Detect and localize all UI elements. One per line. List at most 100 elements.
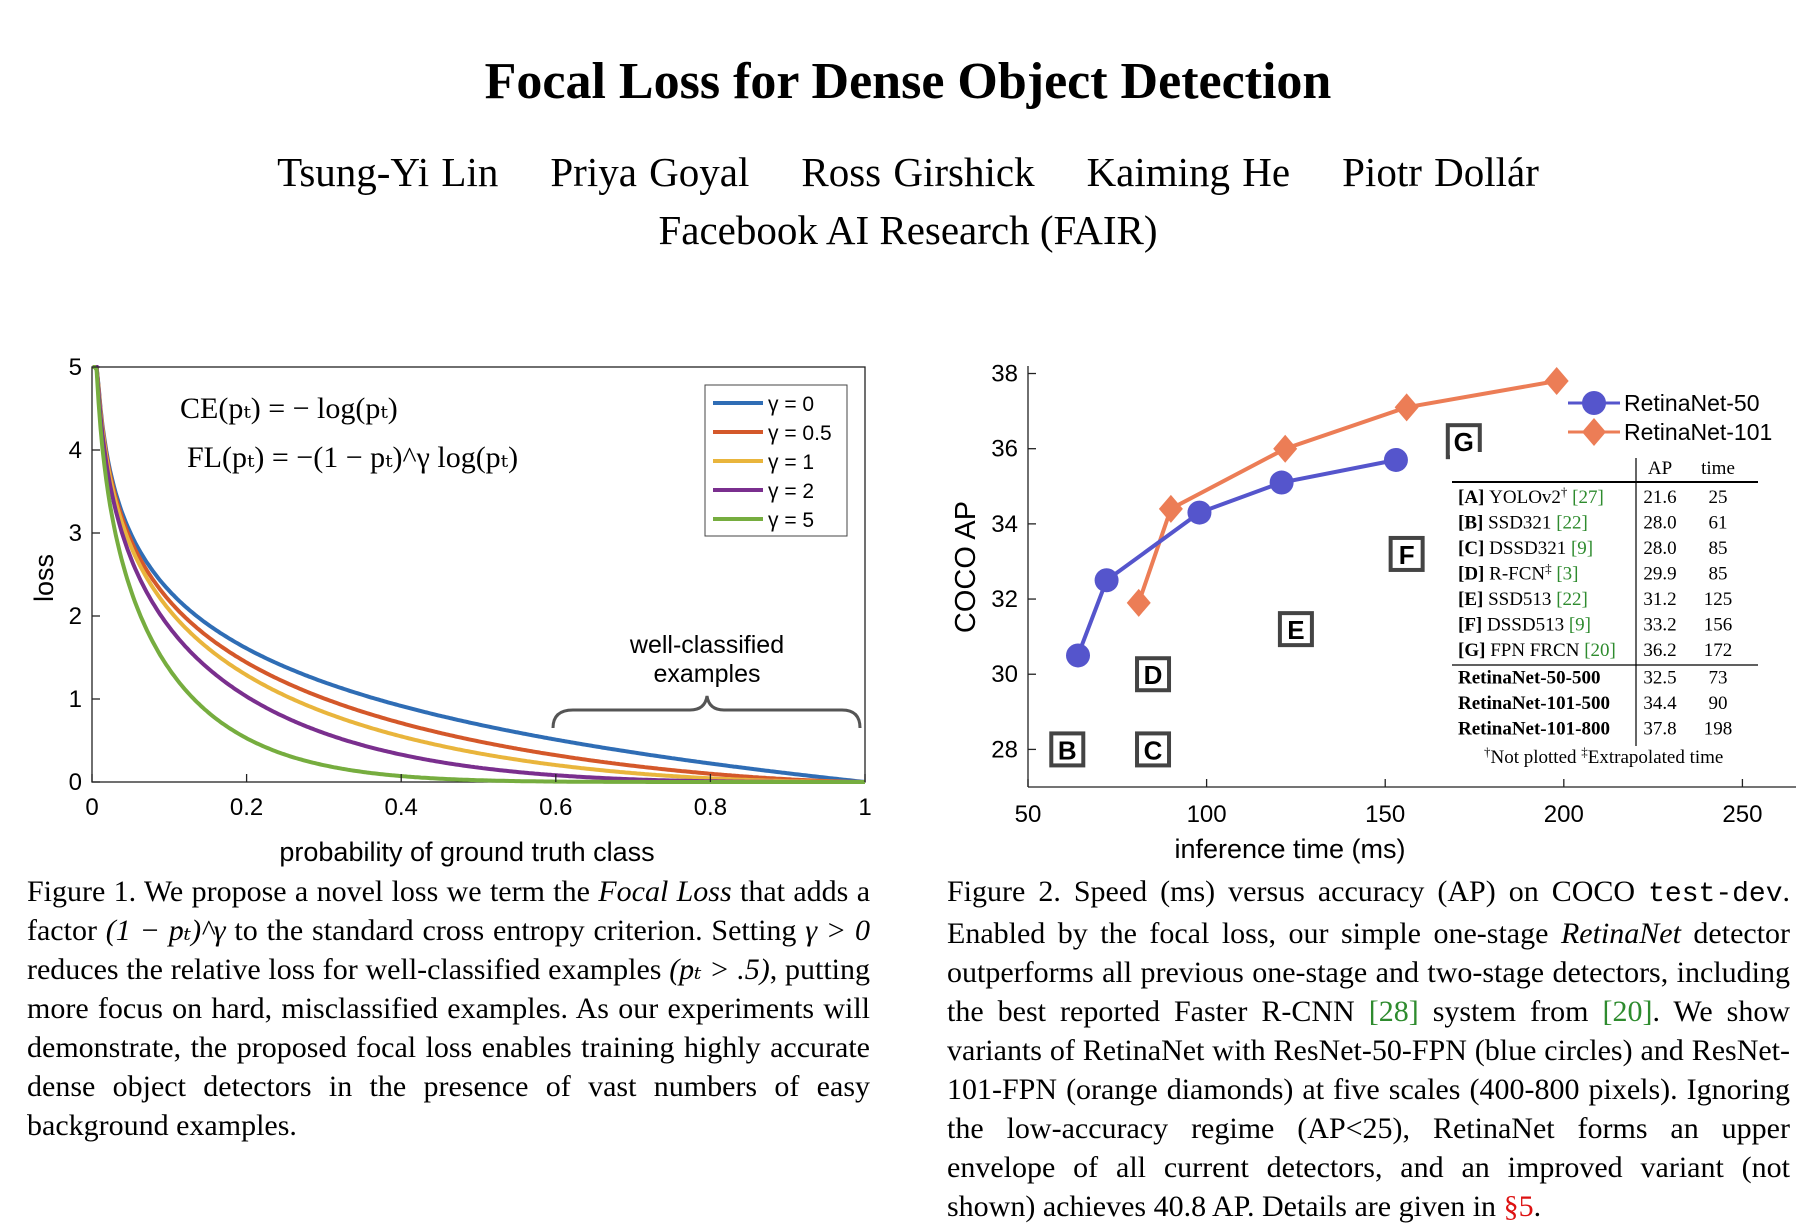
table-row-key: [F]	[1458, 615, 1487, 636]
fig1-x-tick-label: 0.2	[230, 794, 263, 821]
fig2-caption-text: . Enabled by the focal loss, our simple …	[947, 875, 1791, 950]
footnote-text: Extrapolated time	[1588, 747, 1724, 768]
table-row-name: RetinaNet-101-500	[1458, 693, 1610, 714]
table-row-ref: [3]	[1552, 564, 1579, 585]
fig2-y-axis: 28 30 32 34 36 38	[991, 361, 1036, 763]
table-row-label: RetinaNet-101-500	[1458, 693, 1610, 714]
table-row-name: [F] DSSD513 [9]	[1458, 615, 1591, 636]
table-row-label: SSD513	[1488, 589, 1551, 610]
detector-box-C	[1135, 731, 1172, 768]
retinanet-50-line	[1076, 458, 1397, 657]
fig1-caption-math: γ > 0	[805, 914, 871, 947]
author-name: Priya Goyal	[550, 149, 750, 195]
table-row-ap: 32.5	[1643, 668, 1676, 689]
retinanet-50-point	[1269, 470, 1294, 495]
fig2-y-tick-label: 30	[991, 661, 1018, 688]
loss-curve-gamma-4	[92, 365, 865, 784]
table-row-name: [G] FPN FRCN [20]	[1458, 640, 1616, 661]
table-row-name: RetinaNet-101-800	[1458, 719, 1610, 740]
retinanet-50-point	[1094, 568, 1119, 593]
detector-box-label: C	[1144, 735, 1163, 765]
fig1-x-axis-label: probability of ground truth class	[279, 837, 654, 867]
table-row-ref: [20]	[1579, 640, 1615, 661]
fig1-caption-text: reduces the relative loss for well-class…	[27, 953, 662, 986]
table-row-name: [B] SSD321 [22]	[1458, 513, 1588, 534]
table-row-key: [C]	[1458, 538, 1489, 559]
detector-box-B	[1049, 731, 1086, 768]
table-row-ap: 33.2	[1643, 615, 1676, 636]
table-row-ref: [27]	[1567, 487, 1603, 508]
fig1-y-tick-label: 3	[69, 520, 82, 547]
loss-curve-gamma-0	[92, 365, 866, 784]
table-row-ref: [9]	[1564, 615, 1591, 636]
table-row-label: DSSD321	[1489, 538, 1566, 559]
table-header-time: time	[1701, 458, 1735, 479]
table-row-key: [G]	[1458, 640, 1490, 661]
fig1-y-tick-label: 1	[69, 686, 82, 713]
annotation-line2: examples	[654, 660, 761, 688]
fig1-y-axis-label: loss	[29, 554, 59, 602]
fig2-legend: RetinaNet-50 RetinaNet-101	[1568, 390, 1772, 446]
fig1-legend: γ = 0 γ = 0.5 γ = 1 γ = 2 γ = 5	[704, 384, 848, 537]
table-row-sup: †	[1561, 484, 1568, 499]
paper-title: Focal Loss for Dense Object Detection	[484, 53, 1332, 110]
fl-equation: FL(pₜ) = −(1 − pₜ)^γ log(pₜ)	[187, 441, 518, 474]
retinanet-101-point	[1544, 367, 1569, 396]
citation-link[interactable]: [20]	[1602, 995, 1653, 1028]
author-name: Kaiming He	[1086, 149, 1291, 195]
author-list: Tsung-Yi Lin Priya Goyal Ross Girshick Kaim…	[0, 148, 1816, 196]
table-row-time: 61	[1709, 513, 1728, 534]
fig1-y-tick-label: 5	[69, 354, 82, 381]
fig2-y-tick-label: 36	[991, 436, 1018, 463]
retinanet-50-point	[1383, 447, 1408, 472]
table-row-time: 85	[1709, 564, 1728, 585]
fig2-y-tick-label: 28	[991, 736, 1018, 763]
legend-retina101-marker	[1582, 418, 1606, 446]
detector-box-D	[1135, 656, 1172, 693]
table-row-ap: 31.2	[1643, 589, 1676, 610]
retinanet-101-point	[1126, 588, 1151, 617]
table-row-sup: ‡	[1545, 561, 1552, 576]
retinanet-101-point	[1273, 434, 1298, 463]
legend-retina50-marker	[1582, 391, 1606, 415]
table-row-name: RetinaNet-50-500	[1458, 668, 1600, 689]
fig1-caption-emph: Focal Loss	[598, 875, 732, 908]
citation-link[interactable]: [28]	[1368, 995, 1419, 1028]
table-row-time: 172	[1704, 640, 1733, 661]
footnote-dagger: †	[1484, 744, 1491, 759]
table-row-key: [A]	[1458, 487, 1489, 508]
detector-box-label: F	[1399, 540, 1415, 570]
table-row-ap: 28.0	[1643, 513, 1676, 534]
fig2-caption-text: Speed (ms) versus accuracy (AP) on COCO	[1073, 875, 1636, 908]
fig1-y-axis: 0 1 2 3 4 5	[69, 354, 100, 796]
fig1-caption-text: We propose a novel loss we term the	[144, 875, 590, 908]
figure-2-chart: 28 30 32 34 36 38 50 100 150 200 250 inference ti…	[950, 361, 1796, 864]
table-row-time: 25	[1709, 487, 1728, 508]
fig2-x-tick-label: 200	[1544, 801, 1584, 828]
table-row-time: 73	[1709, 668, 1728, 689]
legend-retina50-label: RetinaNet-50	[1624, 390, 1760, 416]
fig1-caption-label: Figure 1.	[27, 875, 137, 908]
table-background	[1450, 452, 1760, 769]
figure-1-caption: Figure 1. We propose a novel loss we ter…	[27, 872, 870, 1145]
retinanet-50-point	[1066, 643, 1091, 668]
fig2-caption-code: test-dev	[1648, 879, 1783, 910]
fig2-x-tick-label: 250	[1722, 801, 1762, 828]
fig1-caption-text: , putting more focus on hard, misclassif…	[27, 953, 870, 1142]
fig2-caption-text: detector outperforms all previous one-st…	[947, 917, 1791, 1028]
table-row-ap: 29.9	[1643, 564, 1676, 585]
fig1-y-tick-label: 4	[69, 437, 82, 464]
fig2-x-axis-label: inference time (ms)	[1174, 834, 1405, 864]
section-link[interactable]: §5	[1503, 1190, 1534, 1223]
fig2-y-tick-label: 38	[991, 361, 1018, 388]
table-row-ap: 28.0	[1643, 538, 1676, 559]
fig1-legend-label: γ = 2	[768, 480, 814, 503]
fig1-x-tick-label: 0	[85, 794, 98, 821]
fig1-x-axis: 0 0.2 0.4 0.6 0.8 1	[85, 774, 872, 821]
fig1-legend-label: γ = 0	[768, 393, 814, 416]
fig2-y-axis-label: COCO AP	[950, 501, 982, 633]
table-row-key: [E]	[1458, 589, 1488, 610]
table-row-label: SSD321	[1488, 513, 1551, 534]
fig2-series	[1066, 367, 1569, 668]
fig1-x-tick-label: 1	[858, 794, 871, 821]
